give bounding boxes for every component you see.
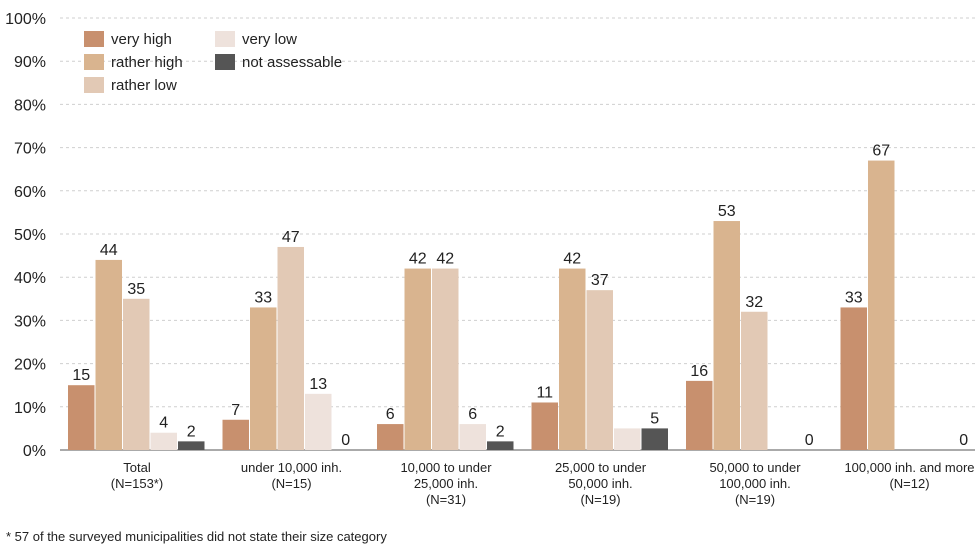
bar-rather-high	[713, 221, 740, 450]
bar-rather-high	[250, 307, 277, 450]
bar-value-label: 0	[959, 432, 968, 449]
bar-value-label: 35	[127, 281, 145, 298]
bar-rather-low	[432, 268, 459, 450]
bar-value-label: 33	[845, 289, 863, 306]
bar-value-label: 6	[386, 406, 395, 423]
y-tick-label: 30%	[14, 313, 46, 330]
bar-very-low	[614, 428, 641, 450]
y-tick-label: 0%	[23, 443, 46, 460]
bar-very-high	[68, 385, 95, 450]
category-label: (N=15)	[271, 476, 311, 491]
bar-value-label: 42	[436, 251, 454, 268]
legend-swatch	[84, 54, 104, 70]
y-tick-label: 10%	[14, 400, 46, 417]
bar-rather-high	[559, 268, 586, 450]
bar-value-label: 37	[591, 272, 609, 289]
category-label: (N=31)	[426, 492, 466, 507]
y-axis-ticks: 0% 10% 20% 30% 40% 50% 60% 70% 80% 90% 100%	[5, 11, 46, 460]
bar-value-label: 47	[282, 229, 300, 246]
bar-value-label: 6	[468, 406, 477, 423]
bar-not-assessable	[178, 441, 205, 450]
category-label: 25,000 inh.	[414, 476, 478, 491]
legend-swatch	[215, 54, 235, 70]
y-tick-label: 90%	[14, 54, 46, 71]
legend-label: very low	[242, 31, 297, 48]
legend-swatch	[84, 77, 104, 93]
grid-lines	[60, 17, 975, 451]
bar-very-low	[305, 393, 332, 450]
bar-value-label: 32	[745, 294, 763, 311]
bar-very-high	[686, 380, 713, 450]
bar-rather-low	[123, 298, 150, 450]
x-axis-category-labels: Total(N=153*) under 10,000 inh.(N=15) 10,0…	[111, 460, 975, 507]
bar-rather-high	[404, 268, 431, 450]
category-label: under 10,000 inh.	[241, 460, 342, 475]
y-tick-label: 70%	[14, 141, 46, 158]
bar-value-label: 7	[231, 402, 240, 419]
legend: very high rather high rather low very low no…	[84, 31, 342, 94]
footnote: * 57 of the surveyed municipalities did …	[6, 529, 387, 544]
category-label: (N=12)	[889, 476, 929, 491]
bar-value-label: 33	[254, 289, 272, 306]
category-label: 50,000 inh.	[568, 476, 632, 491]
y-tick-label: 80%	[14, 97, 46, 114]
bar-very-low	[459, 424, 486, 450]
legend-swatch	[215, 31, 235, 47]
y-tick-label: 40%	[14, 270, 46, 287]
category-label: 10,000 to under	[400, 460, 492, 475]
bar-value-label: 0	[341, 432, 350, 449]
bar-value-label: 2	[496, 423, 505, 440]
y-tick-label: 20%	[14, 357, 46, 374]
category-label: 25,000 to under	[555, 460, 647, 475]
bar-value-label: 2	[187, 423, 196, 440]
bar-rather-low	[586, 290, 613, 450]
bar-value-label: 4	[159, 415, 168, 432]
category-label: 100,000 inh. and more	[844, 460, 974, 475]
bars	[68, 160, 895, 450]
bar-value-label: 15	[72, 367, 90, 384]
bar-value-label: 42	[563, 251, 581, 268]
y-tick-label: 100%	[5, 11, 46, 28]
bar-value-label: 67	[872, 143, 890, 160]
bar-rather-high	[95, 259, 122, 450]
legend-label: not assessable	[242, 54, 342, 71]
bar-very-low	[150, 432, 177, 450]
category-label: (N=19)	[735, 492, 775, 507]
bar-very-high	[377, 424, 404, 450]
y-tick-label: 60%	[14, 184, 46, 201]
bar-rather-high	[868, 160, 895, 450]
bar-value-label: 0	[805, 432, 814, 449]
category-label: Total	[123, 460, 151, 475]
bar-value-label: 42	[409, 251, 427, 268]
bar-value-label: 5	[650, 410, 659, 427]
legend-label: rather high	[111, 54, 183, 71]
y-tick-label: 50%	[14, 227, 46, 244]
bar-rather-low	[277, 246, 304, 450]
category-label: (N=153*)	[111, 476, 163, 491]
legend-swatch	[84, 31, 104, 47]
legend-label: rather low	[111, 77, 177, 94]
category-label: 100,000 inh.	[719, 476, 791, 491]
category-label: 50,000 to under	[709, 460, 801, 475]
category-label: (N=19)	[580, 492, 620, 507]
bar-very-high	[840, 307, 867, 450]
bar-rather-low	[741, 311, 768, 450]
bar-not-assessable	[487, 441, 514, 450]
bar-very-high	[531, 402, 558, 450]
bar-value-label: 16	[690, 363, 708, 380]
bar-value-label: 53	[718, 203, 736, 220]
bar-value-label: 13	[309, 376, 327, 393]
bar-value-label: 11	[536, 384, 553, 401]
legend-label: very high	[111, 31, 172, 48]
bar-very-high	[222, 419, 249, 450]
bar-not-assessable	[641, 428, 668, 450]
bar-value-label: 44	[100, 242, 118, 259]
